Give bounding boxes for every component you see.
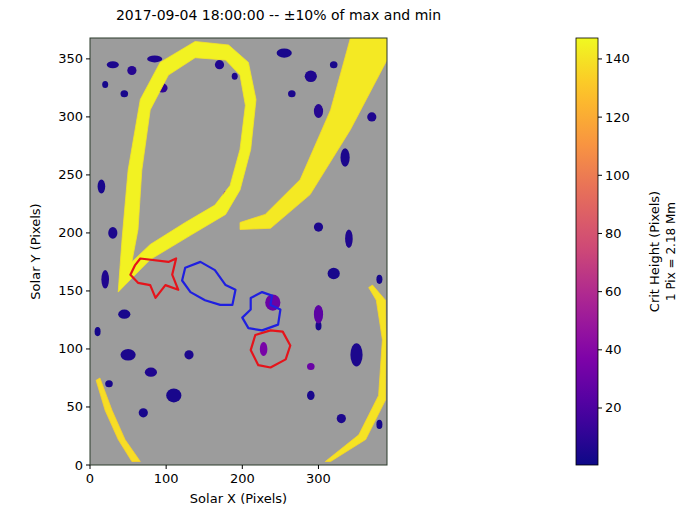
- x-tick: [242, 465, 243, 469]
- low-height-patch: [147, 55, 162, 62]
- low-height-patch: [121, 90, 129, 97]
- colorbar-tick: [598, 349, 602, 350]
- y-tick: [86, 465, 90, 466]
- low-height-patch: [127, 66, 136, 75]
- low-height-patch: [121, 349, 136, 361]
- y-tick-label: 300: [58, 109, 83, 124]
- low-height-patch: [337, 414, 346, 423]
- y-tick: [86, 348, 90, 349]
- plot-frame: [90, 38, 387, 465]
- low-height-patch: [367, 112, 376, 121]
- critical-height-band: [118, 42, 256, 293]
- x-tick: [90, 465, 91, 469]
- low-height-patch: [305, 71, 317, 83]
- data-layer: [95, 38, 387, 462]
- low-height-patch: [341, 148, 350, 167]
- y-tick-label: 100: [58, 341, 83, 356]
- low-height-patch: [98, 180, 106, 194]
- x-tick-label: 0: [86, 471, 94, 486]
- colorbar-tick-label: 20: [605, 400, 622, 415]
- y-tick-label: 350: [58, 51, 83, 66]
- critical-height-band: [325, 285, 386, 461]
- y-axis-title: Solar Y (Pixels): [28, 203, 43, 299]
- chart-title: 2017-09-04 18:00:00 -- ±10% of max and m…: [116, 7, 441, 23]
- low-height-patch: [102, 81, 108, 88]
- colorbar: [576, 38, 598, 465]
- low-height-patch: [288, 90, 296, 97]
- x-tick-label: 200: [230, 471, 255, 486]
- x-axis-title: Solar X (Pixels): [190, 491, 287, 506]
- critical-height-band: [96, 378, 140, 462]
- y-tick: [86, 58, 90, 59]
- colorbar-tick: [598, 233, 602, 234]
- low-height-patch: [166, 388, 181, 402]
- colorbar-tick-label: 120: [605, 110, 630, 125]
- y-tick: [86, 290, 90, 291]
- colorbar-tick: [598, 407, 602, 408]
- y-tick-label: 250: [58, 167, 83, 182]
- colorbar-tick: [598, 291, 602, 292]
- low-height-patch: [232, 73, 238, 80]
- y-tick-label: 200: [58, 225, 83, 240]
- low-height-patch: [145, 368, 157, 377]
- colorbar-tick: [598, 175, 602, 176]
- low-height-patch: [307, 391, 315, 400]
- colorbar-tick: [598, 58, 602, 59]
- low-height-patch: [118, 310, 130, 319]
- colorbar-tick-label: 140: [605, 51, 630, 66]
- low-height-patch: [215, 60, 224, 69]
- colorbar-tick-label: 100: [605, 168, 630, 183]
- chart: 0 100 200 300 0 50 100 150 200 250 300 350 2017-09-0…: [0, 0, 685, 527]
- y-tick: [86, 232, 90, 233]
- plot-background: [90, 38, 387, 465]
- low-height-patch: [314, 223, 323, 232]
- low-height-patch: [330, 61, 338, 68]
- y-tick-label: 150: [58, 283, 83, 298]
- x-tick-label: 100: [154, 471, 179, 486]
- colorbar-tick-label: 60: [605, 284, 622, 299]
- y-tick-label: 50: [66, 399, 83, 414]
- low-height-patch: [101, 270, 109, 289]
- low-height-patch: [328, 268, 340, 280]
- low-height-patch: [260, 342, 268, 356]
- critical-height-band: [240, 38, 387, 230]
- polarity-contour: [242, 292, 280, 330]
- colorbar-tick: [598, 117, 602, 118]
- low-height-patch: [314, 104, 323, 118]
- low-height-patch: [376, 275, 382, 284]
- low-height-patch: [95, 327, 101, 336]
- low-height-patch: [314, 305, 323, 324]
- x-tick: [318, 465, 319, 469]
- x-tick-label: 300: [306, 471, 331, 486]
- low-height-patch: [307, 363, 315, 370]
- low-height-patch: [277, 49, 292, 58]
- x-tick: [166, 465, 167, 469]
- colorbar-tick-label: 40: [605, 342, 622, 357]
- low-height-patch: [350, 343, 362, 366]
- low-height-patch: [376, 420, 382, 429]
- polarity-contour: [182, 262, 235, 305]
- colorbar-title: Crit Height (Pixels): [647, 191, 662, 312]
- low-height-patch: [107, 61, 119, 68]
- y-tick: [86, 406, 90, 407]
- y-tick-label: 0: [75, 458, 83, 473]
- low-height-patch: [108, 227, 117, 239]
- y-tick: [86, 116, 90, 117]
- low-height-patch: [139, 408, 148, 417]
- polarity-contour: [130, 259, 178, 298]
- low-height-patch: [105, 380, 113, 387]
- low-height-patch: [345, 229, 353, 248]
- colorbar-subtitle: 1 Pix = 2.18 Mm: [664, 202, 678, 301]
- low-height-patch: [184, 350, 193, 359]
- polarity-contour: [251, 330, 291, 367]
- colorbar-tick-label: 80: [605, 226, 622, 241]
- y-tick: [86, 174, 90, 175]
